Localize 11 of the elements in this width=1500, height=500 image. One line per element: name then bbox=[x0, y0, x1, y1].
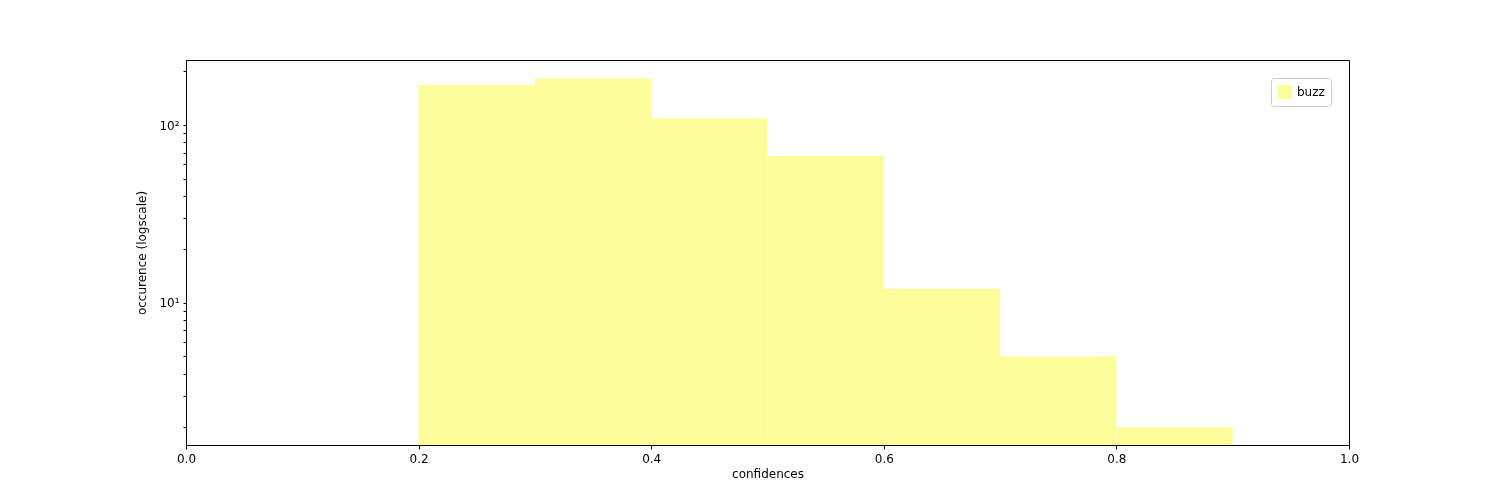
legend-label: buzz bbox=[1297, 85, 1325, 99]
x-tick-label: 0.4 bbox=[642, 451, 662, 466]
y-axis-title: occurence (logscale) bbox=[135, 190, 150, 316]
x-tick-label: 0.0 bbox=[176, 451, 197, 466]
y-tick-label: 10² bbox=[159, 118, 180, 133]
x-tick-label: 0.2 bbox=[409, 451, 429, 466]
x-tick-label: 1.0 bbox=[1339, 451, 1360, 466]
x-axis-title: confidences bbox=[732, 466, 804, 481]
y-tick-label: 10¹ bbox=[159, 296, 180, 311]
x-tick-label: 0.8 bbox=[1107, 451, 1127, 466]
x-tick-label: 0.6 bbox=[874, 451, 894, 466]
